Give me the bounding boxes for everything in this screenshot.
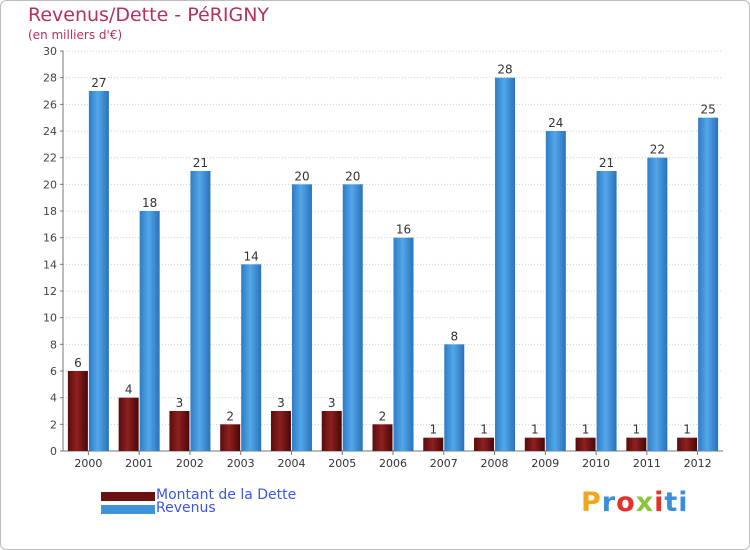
bar-dette bbox=[474, 437, 495, 451]
y-tick-label: 12 bbox=[43, 285, 57, 298]
data-label-revenus: 8 bbox=[450, 329, 458, 343]
bar-revenus bbox=[393, 237, 414, 451]
x-tick-label: 2011 bbox=[633, 457, 661, 470]
data-label-revenus: 21 bbox=[193, 156, 208, 170]
bar-dette bbox=[575, 437, 596, 451]
data-label-revenus: 18 bbox=[142, 196, 157, 210]
data-label-dette: 4 bbox=[125, 383, 133, 397]
legend-label-revenus: Revenus bbox=[156, 500, 216, 516]
data-label-dette: 2 bbox=[226, 409, 234, 423]
data-label-revenus: 28 bbox=[497, 63, 512, 77]
x-tick-label: 2005 bbox=[328, 457, 356, 470]
x-tick-label: 2007 bbox=[430, 457, 458, 470]
x-tick-label: 2010 bbox=[582, 457, 610, 470]
bar-revenus bbox=[444, 344, 465, 451]
bar-revenus bbox=[88, 91, 109, 451]
data-label-dette: 3 bbox=[277, 396, 285, 410]
legend-swatch-revenus bbox=[101, 505, 155, 514]
data-label-revenus: 27 bbox=[91, 76, 106, 90]
x-tick-label: 2000 bbox=[74, 457, 102, 470]
y-tick-label: 24 bbox=[43, 125, 57, 138]
bar-dette bbox=[118, 397, 139, 451]
legend-label-dette: Montant de la Dette bbox=[156, 487, 297, 503]
x-tick-label: 2003 bbox=[227, 457, 255, 470]
y-tick-label: 22 bbox=[43, 152, 57, 165]
data-label-dette: 1 bbox=[683, 423, 691, 437]
x-tick-label: 2001 bbox=[125, 457, 153, 470]
y-tick-label: 10 bbox=[43, 312, 57, 325]
data-label-revenus: 20 bbox=[294, 169, 309, 183]
bar-revenus bbox=[647, 157, 668, 451]
legend-swatch-dette bbox=[101, 492, 155, 501]
data-label-dette: 1 bbox=[429, 423, 437, 437]
chart-subtitle: (en milliers d'€) bbox=[28, 28, 123, 42]
y-tick-label: 14 bbox=[43, 258, 57, 271]
x-tick-label: 2002 bbox=[176, 457, 204, 470]
y-tick-label: 0 bbox=[50, 445, 57, 458]
bar-revenus bbox=[241, 264, 262, 451]
data-label-dette: 1 bbox=[633, 423, 641, 437]
y-tick-label: 26 bbox=[43, 98, 57, 111]
y-tick-label: 4 bbox=[50, 392, 57, 405]
x-tick-label: 2009 bbox=[531, 457, 559, 470]
bar-dette bbox=[169, 411, 190, 451]
bar-dette bbox=[423, 437, 444, 451]
y-tick-label: 20 bbox=[43, 178, 57, 191]
bar-revenus bbox=[495, 77, 516, 452]
x-tick-label: 2004 bbox=[277, 457, 305, 470]
data-label-revenus: 24 bbox=[548, 116, 563, 130]
x-tick-label: 2006 bbox=[379, 457, 407, 470]
data-label-dette: 3 bbox=[328, 396, 336, 410]
bar-revenus bbox=[545, 131, 566, 451]
x-tick-label: 2008 bbox=[481, 457, 509, 470]
bar-dette bbox=[270, 411, 291, 451]
y-tick-label: 28 bbox=[43, 72, 57, 85]
data-label-dette: 1 bbox=[480, 423, 488, 437]
y-tick-label: 6 bbox=[50, 365, 57, 378]
data-label-dette: 1 bbox=[582, 423, 590, 437]
y-tick-label: 30 bbox=[43, 45, 57, 58]
data-label-revenus: 20 bbox=[345, 169, 360, 183]
y-tick-label: 8 bbox=[50, 338, 57, 351]
bar-dette bbox=[677, 437, 698, 451]
data-label-dette: 1 bbox=[531, 423, 539, 437]
data-label-dette: 2 bbox=[379, 409, 387, 423]
data-label-dette: 6 bbox=[74, 356, 82, 370]
data-label-dette: 3 bbox=[176, 396, 184, 410]
bar-revenus bbox=[190, 171, 211, 451]
bar-revenus bbox=[342, 184, 363, 452]
bar-dette bbox=[67, 371, 88, 451]
bar-dette bbox=[372, 424, 393, 451]
data-label-revenus: 14 bbox=[244, 249, 259, 263]
chart-title: Revenus/Dette - PéRIGNY bbox=[28, 4, 270, 26]
bar-dette bbox=[220, 424, 241, 451]
x-tick-label: 2012 bbox=[684, 457, 712, 470]
bar-revenus bbox=[139, 211, 160, 451]
proxiti-logo: Proxiti bbox=[581, 487, 689, 518]
bar-revenus bbox=[698, 117, 719, 452]
data-label-revenus: 25 bbox=[700, 103, 715, 117]
bar-dette bbox=[524, 437, 545, 451]
bar-dette bbox=[321, 411, 342, 451]
y-tick-label: 18 bbox=[43, 205, 57, 218]
y-tick-label: 2 bbox=[50, 418, 57, 431]
bar-revenus bbox=[291, 184, 312, 452]
y-tick-label: 16 bbox=[43, 232, 57, 245]
bar-dette bbox=[626, 437, 647, 451]
data-label-revenus: 21 bbox=[599, 156, 614, 170]
data-label-revenus: 22 bbox=[650, 143, 665, 157]
data-label-revenus: 16 bbox=[396, 223, 411, 237]
bar-revenus bbox=[596, 171, 617, 451]
